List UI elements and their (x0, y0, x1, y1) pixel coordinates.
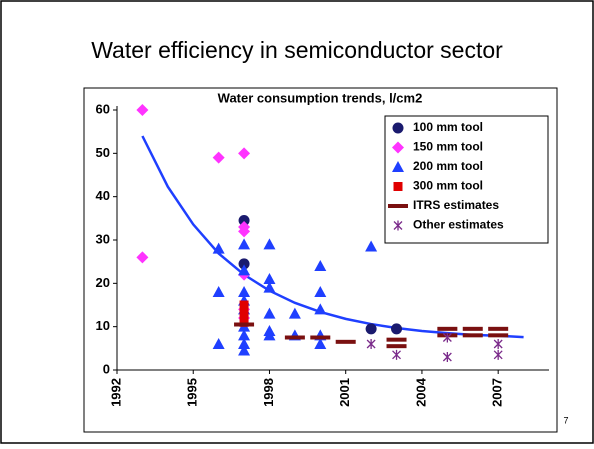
point (238, 344, 251, 356)
point (310, 335, 331, 340)
x-tick-label: 1992 (108, 378, 123, 407)
point (212, 151, 225, 164)
legend-marker (388, 204, 408, 208)
legend-label: ITRS estimates (413, 198, 499, 212)
point (238, 329, 251, 341)
point (238, 258, 250, 270)
point (239, 300, 249, 310)
point (493, 349, 503, 360)
point (365, 323, 377, 335)
point (212, 286, 225, 297)
point (335, 339, 356, 344)
y-tick-label: 20 (96, 275, 110, 290)
point (238, 264, 251, 276)
point (263, 281, 276, 293)
point (239, 309, 249, 319)
point (136, 104, 149, 116)
point (366, 339, 376, 349)
x-tick-label: 1998 (261, 378, 276, 407)
legend-label: Other estimates (413, 218, 504, 232)
x-tick-label: 1995 (185, 378, 200, 407)
point (212, 338, 225, 349)
page-number: 7 (563, 415, 568, 425)
point (238, 238, 251, 250)
point (234, 322, 255, 327)
point (314, 303, 327, 315)
x-tick-label: 2001 (337, 378, 352, 407)
point (462, 333, 483, 338)
point (442, 352, 452, 362)
point (212, 242, 225, 254)
x-tick-label: 2004 (413, 377, 428, 407)
legend-marker (393, 182, 403, 191)
point (386, 337, 407, 342)
legend-box (384, 115, 549, 244)
legend-marker (392, 141, 404, 154)
slide-title: Water efficiency in semiconductor sector (91, 37, 503, 63)
point (284, 335, 305, 340)
y-tick-label: 10 (96, 318, 110, 333)
point (288, 307, 301, 319)
point (238, 215, 250, 226)
y-tick-label: 50 (96, 145, 110, 160)
y-tick-label: 0 (103, 361, 110, 376)
point (391, 323, 403, 335)
x-tick-label: 2007 (490, 378, 505, 407)
point (238, 286, 251, 297)
point (239, 317, 249, 327)
point (136, 251, 149, 264)
point (493, 339, 503, 349)
legend-marker (392, 122, 404, 134)
point (263, 238, 276, 250)
point (314, 338, 327, 349)
point (263, 273, 276, 284)
point (314, 286, 327, 297)
point (238, 225, 251, 238)
point (442, 332, 452, 343)
point (365, 240, 378, 252)
legend-label: 150 mm tool (413, 140, 483, 154)
y-tick-label: 40 (96, 188, 110, 203)
point (437, 326, 458, 331)
point (392, 349, 401, 360)
legend-marker (393, 220, 403, 231)
point (263, 307, 276, 319)
point (462, 326, 483, 331)
point (488, 333, 509, 338)
legend-label: 200 mm tool (413, 159, 483, 173)
legend-label: 300 mm tool (413, 179, 483, 193)
y-tick-label: 60 (96, 101, 110, 116)
point (386, 344, 407, 349)
trend-line (141, 135, 524, 339)
chart-title: Water consumption trends, l/cm2 (218, 90, 423, 105)
point (238, 338, 251, 349)
point (238, 147, 251, 160)
point (488, 326, 509, 331)
point (263, 329, 276, 341)
legend-label: 100 mm tool (413, 120, 483, 134)
y-tick-label: 30 (96, 231, 110, 246)
legend-marker (392, 161, 404, 172)
point (314, 260, 327, 271)
